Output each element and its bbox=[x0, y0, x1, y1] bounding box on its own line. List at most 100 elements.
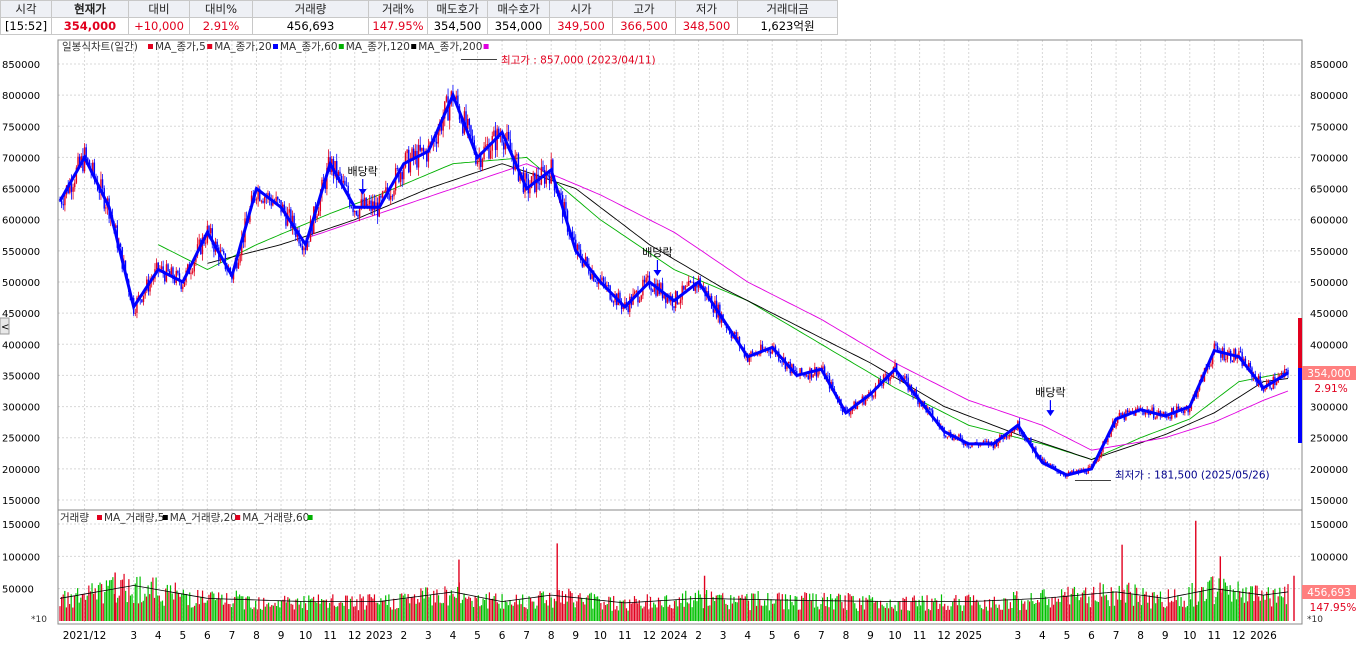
volume-bar bbox=[1030, 593, 1032, 621]
candle-body bbox=[324, 181, 326, 190]
volume-bar bbox=[439, 602, 441, 621]
volume-bar bbox=[1148, 595, 1150, 621]
volume-bar bbox=[541, 592, 543, 621]
volume-bar bbox=[739, 597, 742, 621]
candle-body bbox=[1053, 465, 1055, 467]
volume-bar bbox=[868, 595, 870, 621]
date-tick: 5 bbox=[474, 630, 481, 642]
volume-bar bbox=[1056, 601, 1058, 621]
candle-body bbox=[383, 191, 385, 193]
volume-bar bbox=[741, 594, 743, 621]
volume-bar bbox=[968, 594, 970, 621]
volume-bar bbox=[514, 602, 516, 621]
candle-body bbox=[173, 279, 176, 283]
volume-bar bbox=[784, 594, 787, 621]
candle-body bbox=[1177, 406, 1179, 409]
volume-bar bbox=[767, 593, 769, 621]
volume-bar bbox=[699, 594, 701, 621]
candle-body bbox=[1064, 475, 1067, 477]
value-volume-pct: 147.95% bbox=[368, 17, 428, 35]
candle-body bbox=[652, 290, 654, 292]
volume-bar bbox=[913, 595, 915, 621]
candle-body bbox=[1118, 412, 1121, 418]
candle-body bbox=[119, 243, 122, 248]
scroll-left-button[interactable] bbox=[0, 317, 10, 335]
candle-body bbox=[260, 200, 263, 202]
volume-bar bbox=[640, 605, 642, 621]
volume-bar bbox=[177, 592, 180, 621]
volume-bar bbox=[621, 601, 623, 621]
volume-bar bbox=[723, 599, 725, 621]
volume-bar bbox=[1180, 596, 1182, 621]
date-tick: 9 bbox=[1162, 630, 1169, 642]
volume-bar bbox=[726, 604, 729, 621]
volume-bar bbox=[290, 603, 292, 621]
candle-body bbox=[303, 247, 305, 251]
volume-bar bbox=[1266, 591, 1268, 621]
candle-body bbox=[236, 260, 238, 269]
volume-bar bbox=[501, 594, 503, 621]
candle-body bbox=[663, 295, 665, 299]
volume-bar bbox=[463, 593, 465, 621]
volume-bar bbox=[603, 601, 605, 621]
volume-bar bbox=[536, 605, 538, 621]
candle-body bbox=[160, 266, 163, 270]
candle-body bbox=[1215, 343, 1217, 346]
volume-bar bbox=[772, 603, 774, 621]
volume-bar bbox=[846, 610, 848, 621]
volume-bar bbox=[797, 609, 800, 621]
volume-bar bbox=[230, 607, 233, 621]
candle-body bbox=[897, 374, 900, 378]
candle-body bbox=[596, 281, 598, 284]
candle-body bbox=[637, 290, 639, 303]
volume-bar bbox=[280, 601, 283, 621]
volume-spike bbox=[1293, 575, 1295, 621]
volume-bar bbox=[94, 588, 96, 621]
legend-swatch bbox=[207, 44, 213, 49]
volume-bar bbox=[667, 606, 669, 621]
volume-bar bbox=[1147, 602, 1149, 621]
volume-bar bbox=[1104, 595, 1106, 621]
volume-bar bbox=[672, 608, 674, 621]
candle-body bbox=[100, 179, 102, 193]
date-tick: 3 bbox=[720, 630, 727, 642]
volume-bar bbox=[1041, 590, 1043, 621]
candle-body bbox=[223, 251, 225, 254]
volume-bar bbox=[1253, 600, 1255, 621]
candle-body bbox=[905, 376, 908, 378]
candle-body bbox=[794, 369, 796, 372]
volume-bar bbox=[755, 605, 758, 621]
candle-body bbox=[832, 382, 834, 390]
candle-body bbox=[419, 144, 421, 151]
volume-bar bbox=[389, 607, 392, 621]
volume-bar bbox=[104, 591, 106, 621]
scroll-left-icon[interactable]: < bbox=[1, 322, 9, 333]
volume-bar bbox=[1254, 585, 1257, 621]
candle-body bbox=[105, 207, 107, 209]
volume-bar bbox=[743, 599, 745, 621]
candle-body bbox=[1162, 412, 1165, 415]
candle-body bbox=[678, 303, 680, 304]
candle-body bbox=[923, 401, 926, 405]
volume-bar bbox=[778, 592, 780, 621]
volume-bar bbox=[253, 607, 255, 621]
volume-bar bbox=[730, 595, 732, 621]
volume-bar bbox=[461, 599, 464, 621]
volume-bar bbox=[136, 576, 138, 621]
volume-bar bbox=[1072, 588, 1074, 621]
volume-bar bbox=[313, 596, 315, 621]
volume-bar bbox=[813, 607, 816, 621]
volume-bar bbox=[1150, 608, 1152, 621]
volume-bar bbox=[565, 594, 567, 621]
candle-body bbox=[1208, 365, 1211, 367]
candle-body bbox=[1225, 359, 1227, 361]
volume-bar bbox=[1097, 601, 1100, 621]
candle-body bbox=[673, 306, 675, 309]
candle-body bbox=[134, 312, 137, 314]
price-tick-right: 800000 bbox=[1310, 91, 1348, 102]
volume-bar bbox=[1139, 595, 1141, 621]
volume-bar bbox=[823, 592, 825, 621]
volume-bar bbox=[1229, 585, 1231, 621]
volume-bar bbox=[625, 608, 628, 621]
